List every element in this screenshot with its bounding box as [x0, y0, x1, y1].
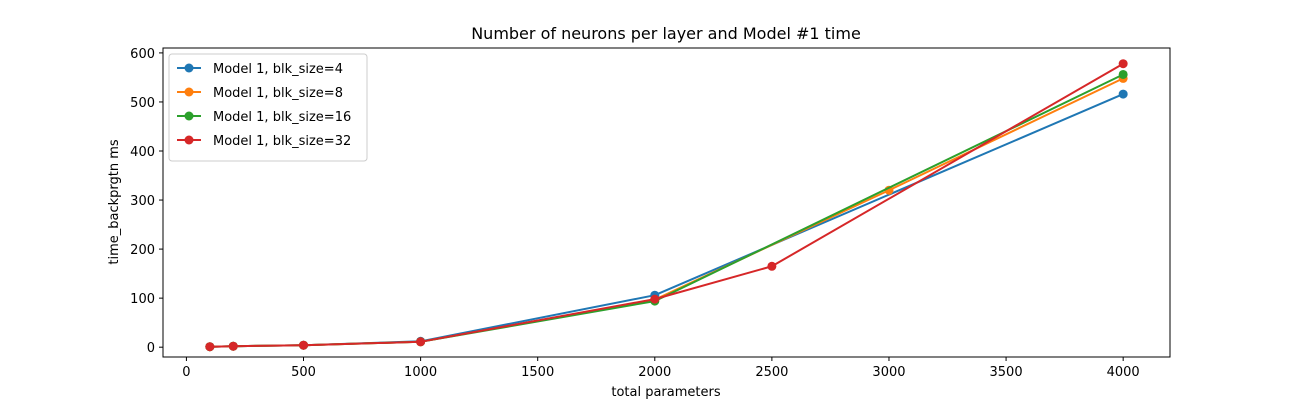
plot-area: [205, 59, 1128, 352]
legend-marker: [184, 87, 194, 97]
data-point: [416, 337, 426, 347]
data-point: [1118, 89, 1128, 99]
legend-box: [168, 53, 368, 162]
x-tick-label: 500: [291, 365, 316, 380]
data-point: [650, 294, 660, 304]
y-tick-label: 500: [130, 96, 155, 111]
x-tick-label: 3000: [872, 365, 905, 380]
y-tick-label: 200: [130, 243, 155, 258]
y-tick-label: 100: [130, 292, 155, 307]
x-tick-label: 1000: [404, 365, 437, 380]
chart-title: Number of neurons per layer and Model #1…: [471, 24, 861, 43]
data-point: [299, 340, 309, 350]
series-4: [205, 59, 1128, 352]
x-tick-label: 2500: [755, 365, 788, 380]
legend-label: Model 1, blk_size=32: [213, 134, 351, 149]
legend-label: Model 1, blk_size=16: [213, 110, 351, 125]
x-tick-label: 4000: [1107, 365, 1140, 380]
data-point: [228, 341, 238, 351]
x-axis-label: total parameters: [611, 385, 720, 400]
legend: Model 1, blk_size=4 Model 1, blk_size=8 Mo…: [168, 53, 368, 162]
y-tick-label: 0: [147, 341, 155, 356]
x-tick-label: 3500: [990, 365, 1023, 380]
data-point: [1118, 59, 1128, 69]
x-tick-label: 2000: [638, 365, 671, 380]
legend-marker: [184, 111, 194, 121]
axis-ticks: 0 500 1000 1500 2000 2500 3000 3500 4000 0 100 200 3…: [130, 47, 1140, 380]
y-tick-label: 400: [130, 145, 155, 160]
legend-label: Model 1, blk_size=8: [213, 86, 343, 101]
y-tick-label: 600: [130, 47, 155, 62]
legend-label: Model 1, blk_size=4: [213, 62, 343, 77]
y-tick-label: 300: [130, 194, 155, 209]
data-point: [1118, 69, 1128, 79]
plot-frame: [162, 47, 1171, 358]
data-point: [767, 261, 777, 271]
x-tick-label: 1500: [521, 365, 554, 380]
x-tick-label: 0: [182, 365, 190, 380]
y-axis-label: time_backprgtn ms: [107, 139, 122, 265]
legend-marker: [184, 63, 194, 73]
data-point: [205, 342, 215, 352]
legend-marker: [184, 135, 194, 145]
